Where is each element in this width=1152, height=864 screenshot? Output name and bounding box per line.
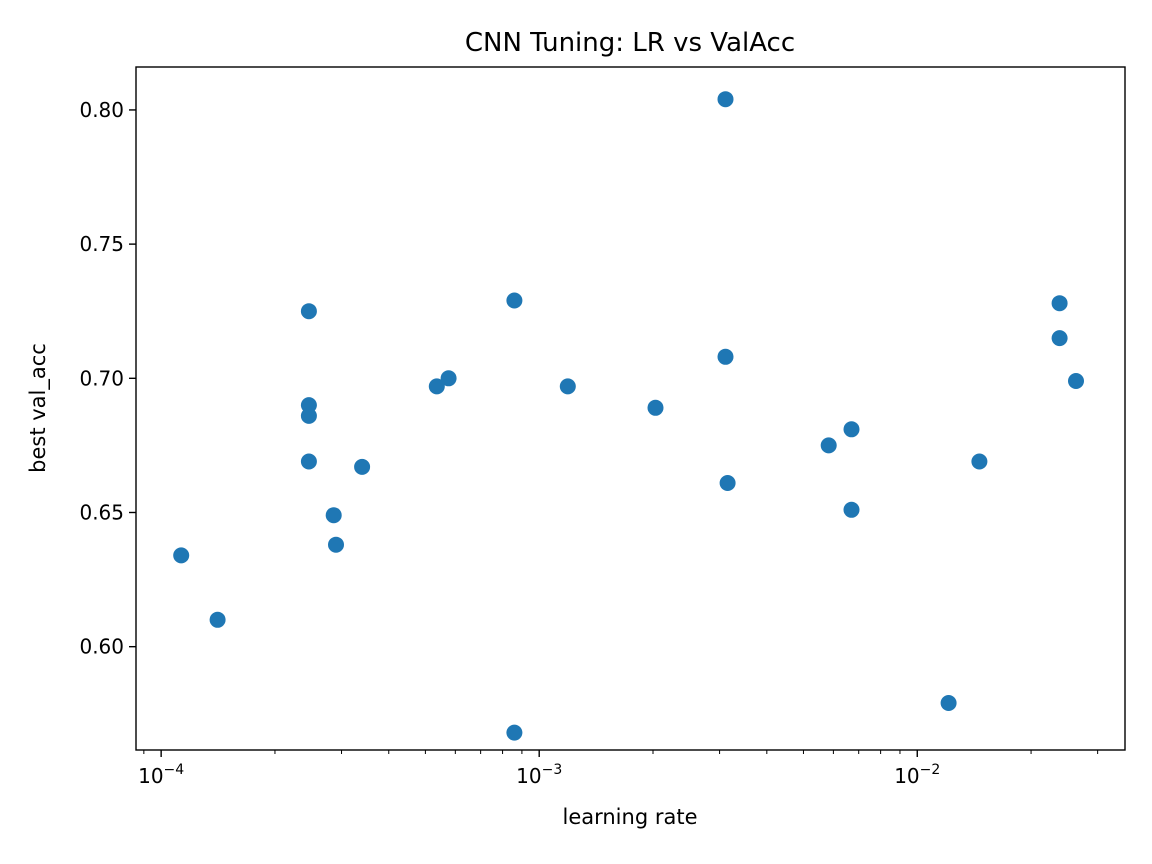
data-point-8 (354, 458, 371, 475)
data-point-4 (300, 407, 317, 424)
data-point-11 (506, 292, 523, 309)
x-axis-ticks: 10−4 10−3 10−2 (138, 750, 1099, 788)
data-point-1 (209, 611, 226, 628)
data-point-14 (647, 399, 664, 416)
y-tick-label-2: 0.70 (79, 366, 124, 390)
data-point-22 (971, 453, 988, 470)
y-tick-label-0: 0.60 (79, 635, 124, 659)
data-point-9 (428, 378, 445, 395)
data-point-15 (717, 91, 734, 108)
data-point-17 (719, 475, 736, 491)
data-point-24 (1051, 330, 1068, 347)
x-tick-label-0: 10−4 (138, 762, 184, 788)
data-point-2 (300, 303, 317, 320)
data-point-12 (506, 724, 523, 741)
data-point-6 (325, 507, 342, 524)
data-point-10 (440, 370, 457, 387)
data-point-16 (717, 348, 734, 365)
x-tick-label-1: 10−3 (516, 762, 562, 788)
y-tick-label-3: 0.75 (79, 232, 124, 256)
y-tick-label-4: 0.80 (79, 98, 124, 122)
x-axis-label: learning rate (562, 805, 697, 829)
data-point-7 (328, 536, 344, 553)
y-tick-label-1: 0.65 (79, 500, 124, 524)
data-point-23 (1051, 295, 1068, 312)
y-axis-label: best val_acc (26, 343, 51, 473)
data-point-19 (843, 421, 860, 438)
data-point-18 (820, 437, 837, 454)
data-point-21 (940, 695, 957, 711)
data-points (173, 91, 1084, 741)
chart-title: CNN Tuning: LR vs ValAcc (465, 28, 795, 58)
data-point-13 (559, 378, 576, 395)
plot-frame (135, 66, 1126, 751)
y-axis-ticks: 0.60 0.65 0.70 0.75 0.80 (79, 98, 136, 659)
data-point-20 (843, 501, 860, 518)
data-point-0 (173, 547, 190, 564)
x-tick-label-2: 10−2 (894, 762, 940, 788)
data-point-25 (1068, 373, 1084, 389)
data-point-5 (300, 453, 317, 470)
